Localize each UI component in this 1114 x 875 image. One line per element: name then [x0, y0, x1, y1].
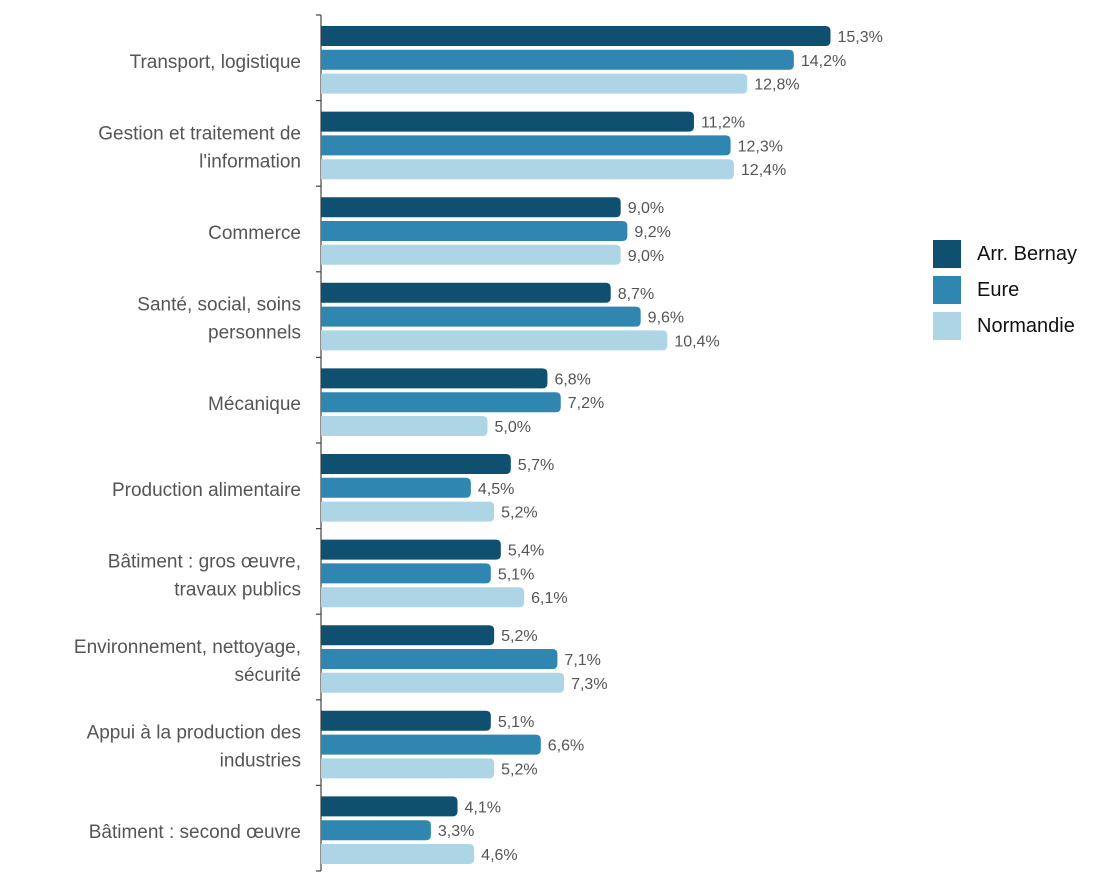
bar — [321, 111, 694, 132]
bar — [321, 368, 548, 389]
data-label: 5,1% — [498, 566, 534, 583]
category-label: Bâtiment : second œuvre — [89, 822, 301, 843]
bar — [321, 330, 668, 351]
data-label: 5,2% — [501, 628, 537, 645]
bar — [321, 416, 488, 436]
legend-swatch — [933, 240, 961, 268]
bar — [321, 49, 794, 70]
bar — [321, 796, 458, 817]
category-label: personnels — [208, 323, 301, 344]
bar — [321, 820, 431, 841]
category-label: Gestion et traitement de — [98, 123, 301, 144]
data-label: 10,4% — [674, 333, 719, 350]
bar — [321, 625, 495, 646]
legend-swatch — [933, 276, 961, 304]
data-label: 9,2% — [634, 224, 670, 241]
bar — [321, 672, 565, 693]
category-label: Commerce — [208, 223, 301, 244]
legend-label: Arr. Bernay — [977, 242, 1078, 265]
data-label: 12,4% — [741, 162, 786, 179]
data-label: 5,7% — [518, 457, 554, 474]
category-label: l'information — [199, 151, 301, 172]
data-label: 12,3% — [738, 138, 783, 155]
bar — [321, 477, 471, 498]
category-label: Bâtiment : gros œuvre, — [108, 551, 301, 572]
data-label: 5,4% — [508, 543, 544, 560]
data-label: 12,8% — [754, 77, 799, 94]
data-label: 7,2% — [568, 395, 604, 412]
data-label: 9,6% — [648, 310, 684, 327]
data-label: 15,3% — [837, 29, 882, 46]
bar — [321, 26, 831, 46]
bar — [321, 454, 511, 474]
data-label: 6,8% — [554, 371, 590, 388]
bar — [321, 539, 501, 560]
data-label: 5,1% — [498, 714, 534, 731]
bar — [321, 159, 734, 180]
data-label: 11,2% — [701, 115, 745, 132]
data-label: 6,6% — [548, 738, 584, 755]
bar — [321, 734, 541, 755]
bar — [321, 306, 641, 327]
bar — [321, 710, 491, 731]
bar — [321, 135, 731, 156]
legend-item: Normandie — [933, 308, 1114, 344]
data-label: 7,1% — [564, 652, 600, 669]
legend: Arr. Bernay Eure Normandie — [933, 236, 1114, 344]
category-label: sécurité — [234, 665, 301, 686]
bar — [321, 282, 611, 303]
legend-label: Normandie — [977, 314, 1075, 337]
bar — [321, 392, 561, 413]
bar — [321, 587, 525, 608]
bar — [321, 844, 475, 864]
data-label: 4,1% — [465, 799, 501, 816]
data-label: 5,2% — [501, 761, 537, 778]
legend-swatch — [933, 312, 961, 340]
bar — [321, 73, 748, 94]
data-label: 6,1% — [531, 590, 567, 607]
data-label: 14,2% — [801, 53, 846, 70]
bar — [321, 221, 628, 241]
data-label: 9,0% — [628, 248, 664, 265]
data-label: 4,5% — [478, 481, 514, 498]
bar — [321, 649, 558, 669]
category-label: Appui à la production des — [87, 723, 301, 744]
data-label: 8,7% — [618, 286, 654, 303]
category-label: Mécanique — [208, 394, 301, 415]
data-label: 5,0% — [495, 419, 531, 436]
bar — [321, 563, 491, 584]
bar — [321, 244, 621, 265]
data-label: 9,0% — [628, 200, 664, 217]
category-label: travaux publics — [174, 579, 301, 600]
category-label: Transport, logistique — [130, 52, 301, 73]
data-label: 5,2% — [501, 505, 537, 522]
bar — [321, 501, 495, 522]
bar — [321, 758, 495, 779]
data-label: 4,6% — [481, 847, 517, 864]
category-label: Environnement, nettoyage, — [74, 637, 301, 658]
category-label: industries — [220, 751, 301, 772]
bar — [321, 197, 621, 218]
data-label: 7,3% — [571, 676, 607, 693]
category-label: Production alimentaire — [112, 480, 301, 501]
legend-item: Eure — [933, 272, 1114, 308]
category-label: Santé, social, soins — [137, 295, 301, 316]
legend-label: Eure — [977, 278, 1020, 301]
data-label: 3,3% — [438, 823, 474, 840]
legend-item: Arr. Bernay — [933, 236, 1114, 272]
